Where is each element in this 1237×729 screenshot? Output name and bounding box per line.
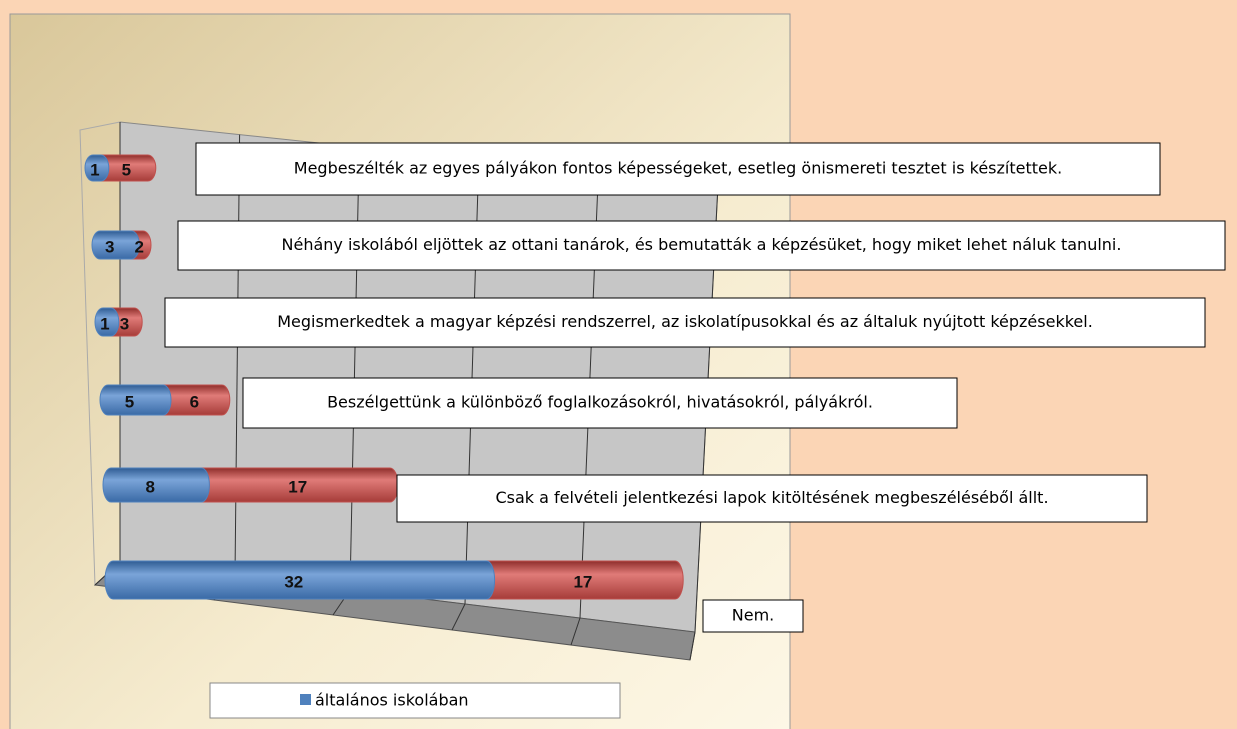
bar-segment	[84, 154, 110, 182]
category-label: Néhány iskolából eljöttek az ottani taná…	[282, 235, 1122, 254]
grid-line	[451, 603, 466, 631]
data-label: 3	[120, 314, 129, 333]
data-label: 17	[573, 572, 592, 591]
bar-segment	[102, 467, 210, 503]
category-box	[195, 142, 1161, 196]
grid-line	[689, 631, 696, 661]
bar-segment	[94, 307, 120, 337]
category-box	[242, 377, 958, 429]
data-label: 5	[125, 392, 134, 411]
data-label: 1	[100, 314, 109, 333]
data-label: 3	[105, 237, 114, 256]
data-label: 8	[145, 477, 154, 496]
data-label: 5	[122, 160, 131, 179]
category-box	[164, 297, 1206, 348]
category-box	[396, 474, 1148, 523]
category-label: Csak a felvételi jelentkezési lapok kitö…	[495, 488, 1048, 507]
category-label: Beszélgettünk a különböző foglalkozásokr…	[327, 393, 873, 412]
category-label: Megbeszélték az egyes pályákon fontos ké…	[294, 159, 1062, 178]
category-label: Nem.	[732, 606, 774, 625]
data-label: 6	[190, 392, 199, 411]
data-label: 2	[134, 237, 143, 256]
grid-line	[570, 617, 581, 646]
bar-segment	[91, 230, 140, 260]
data-label: 32	[284, 572, 303, 591]
data-label: 1	[90, 160, 99, 179]
bar-segment	[99, 384, 172, 416]
back-wall	[119, 121, 719, 633]
legend	[209, 682, 621, 719]
legend-swatch	[300, 694, 311, 705]
category-box	[177, 220, 1226, 271]
data-label: 17	[288, 477, 307, 496]
category-box	[702, 599, 804, 633]
category-label: Megismerkedtek a magyar képzési rendszer…	[277, 312, 1093, 331]
bar-segment	[104, 560, 496, 600]
legend-label: általános iskolában	[315, 691, 469, 710]
